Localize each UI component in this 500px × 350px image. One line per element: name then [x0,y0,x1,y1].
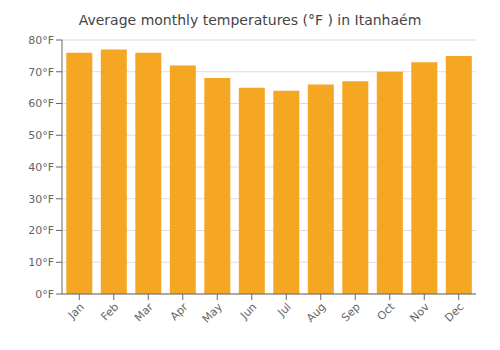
svg-text:Oct: Oct [375,300,398,323]
svg-text:30°F: 30°F [28,193,54,206]
svg-text:Nov: Nov [408,300,433,325]
svg-text:20°F: 20°F [28,224,54,237]
svg-text:10°F: 10°F [28,256,54,269]
svg-text:80°F: 80°F [28,34,54,47]
svg-text:Dec: Dec [442,300,466,324]
svg-text:Feb: Feb [98,300,121,323]
svg-text:Jan: Jan [65,300,87,322]
svg-text:50°F: 50°F [28,129,54,142]
svg-text:40°F: 40°F [28,161,54,174]
svg-text:Apr: Apr [168,300,191,323]
svg-text:Jun: Jun [237,300,259,322]
svg-text:Sep: Sep [339,300,363,324]
svg-text:60°F: 60°F [28,97,54,110]
svg-text:Aug: Aug [304,300,328,324]
svg-text:0°F: 0°F [35,288,54,301]
svg-text:70°F: 70°F [28,66,54,79]
svg-text:Jul: Jul [275,300,294,319]
svg-text:Mar: Mar [132,300,156,324]
html-text:Average monthly temperatures (: Average monthly temperatures (°F ) in It… [78,12,422,28]
svg-text:May: May [200,300,226,326]
